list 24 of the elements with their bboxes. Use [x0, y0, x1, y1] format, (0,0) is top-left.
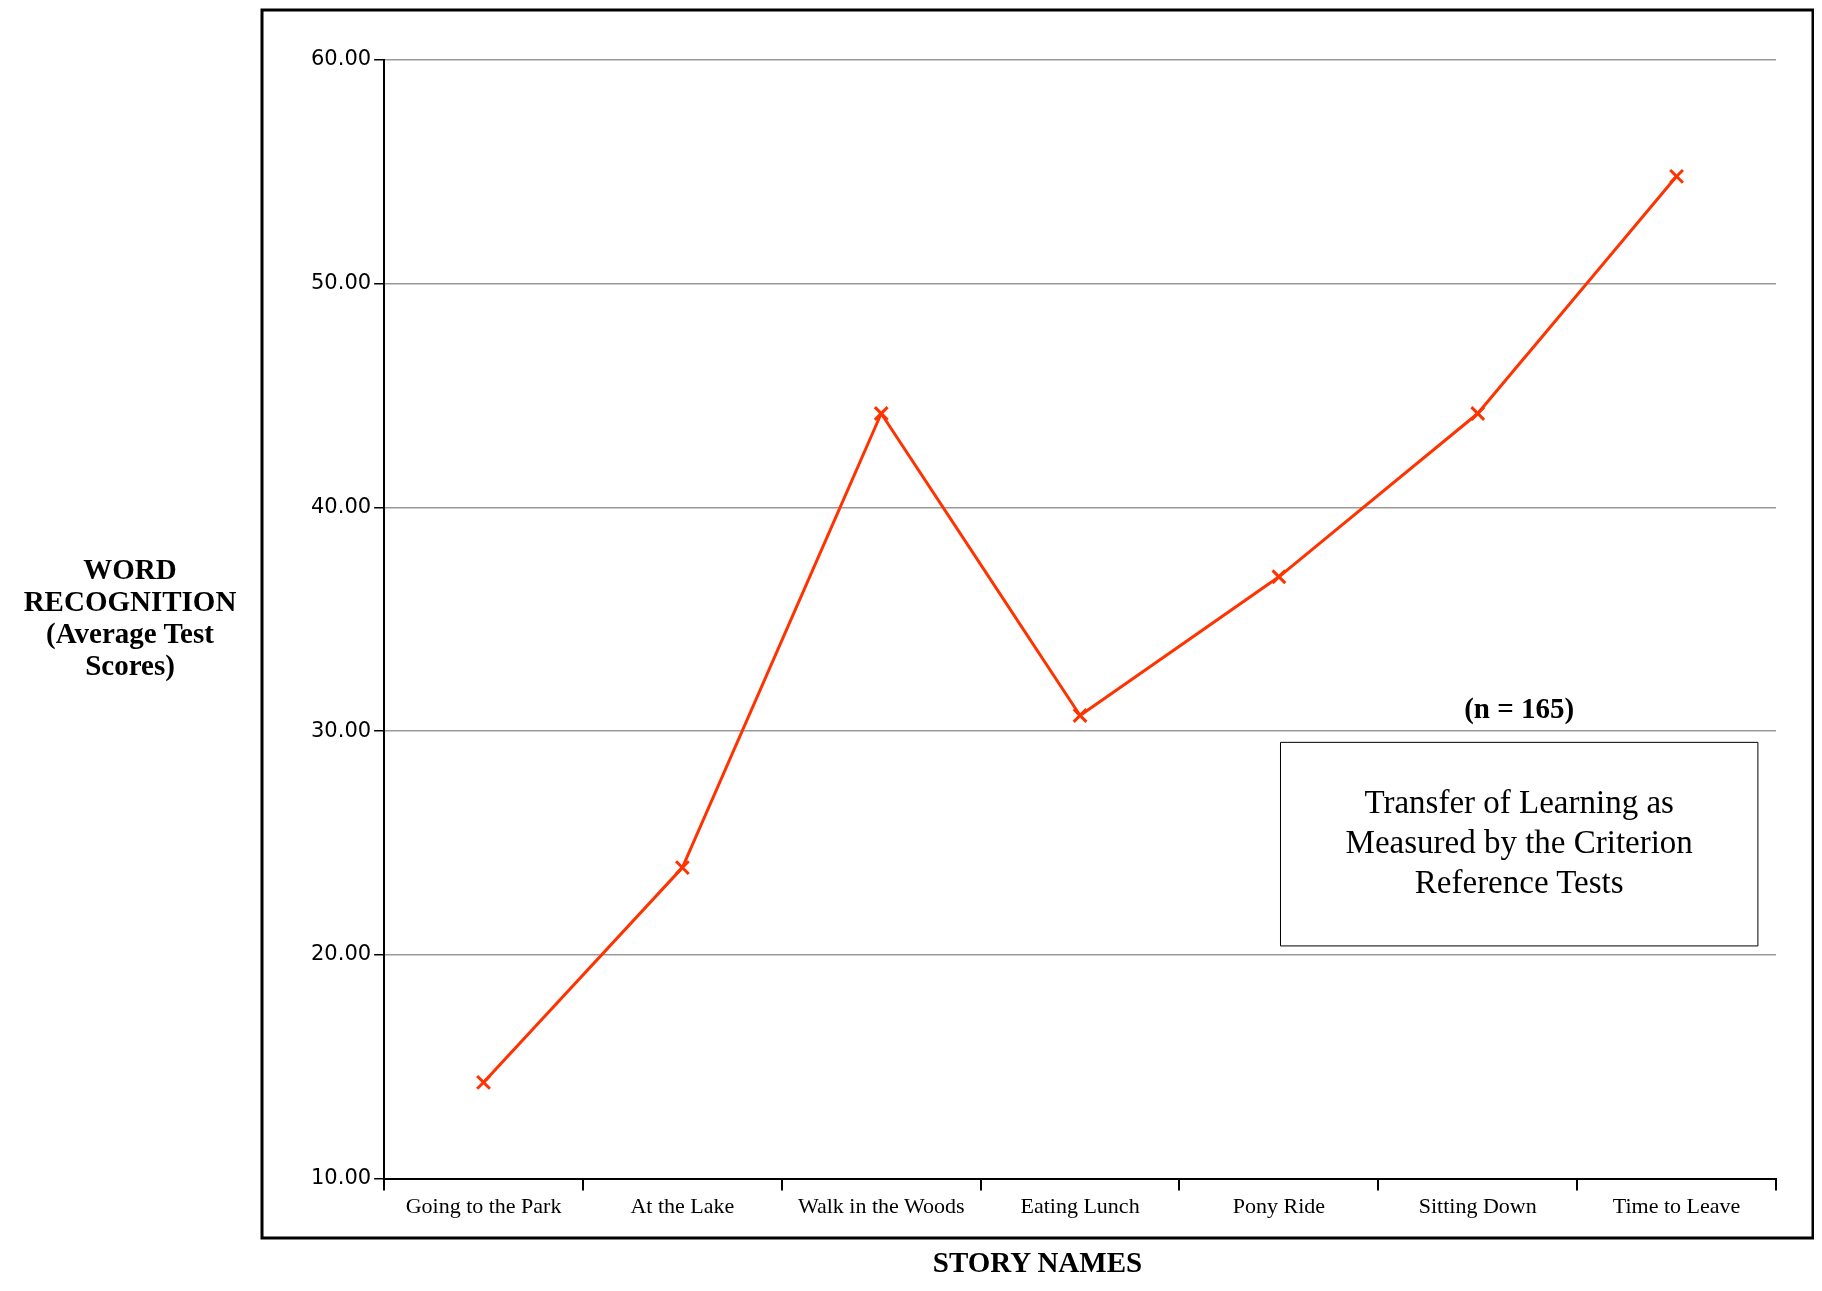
point — [1271, 568, 1287, 585]
y-tick-label: 20.00 — [310, 941, 372, 966]
point — [1668, 168, 1685, 185]
y-tick-label: 60.00 — [310, 46, 372, 71]
point — [475, 1074, 492, 1091]
y-tick-label: 30.00 — [310, 717, 372, 742]
point — [1072, 707, 1088, 724]
x-tick-label: Going to the Park — [405, 1192, 562, 1218]
y-tick-label: 40.00 — [310, 493, 372, 518]
x-tick-label: Pony Ride — [1232, 1192, 1326, 1218]
point — [873, 405, 890, 422]
annotation: (n = 165) — [1464, 691, 1575, 725]
x-tick-label: At the Lake — [630, 1192, 735, 1218]
point — [674, 859, 691, 876]
x-tick-label: Sitting Down — [1418, 1192, 1537, 1218]
y-axis-title: WORD RECOGNITION (Average Test Scores) — [23, 552, 237, 682]
y-tick-label: 10.00 — [310, 1165, 372, 1190]
x-tick-label: Walk in the Woods — [797, 1192, 965, 1218]
text: Transfer of Learning as Measured by the Criterion Reference Tests — [1345, 783, 1693, 900]
point — [1469, 405, 1486, 422]
y-tick-label: 50.00 — [310, 270, 372, 295]
x-tick-label: Eating Lunch — [1020, 1192, 1140, 1218]
x-axis-title: STORY NAMES — [932, 1246, 1143, 1279]
x-tick-label: Time to Leave — [1612, 1192, 1741, 1218]
